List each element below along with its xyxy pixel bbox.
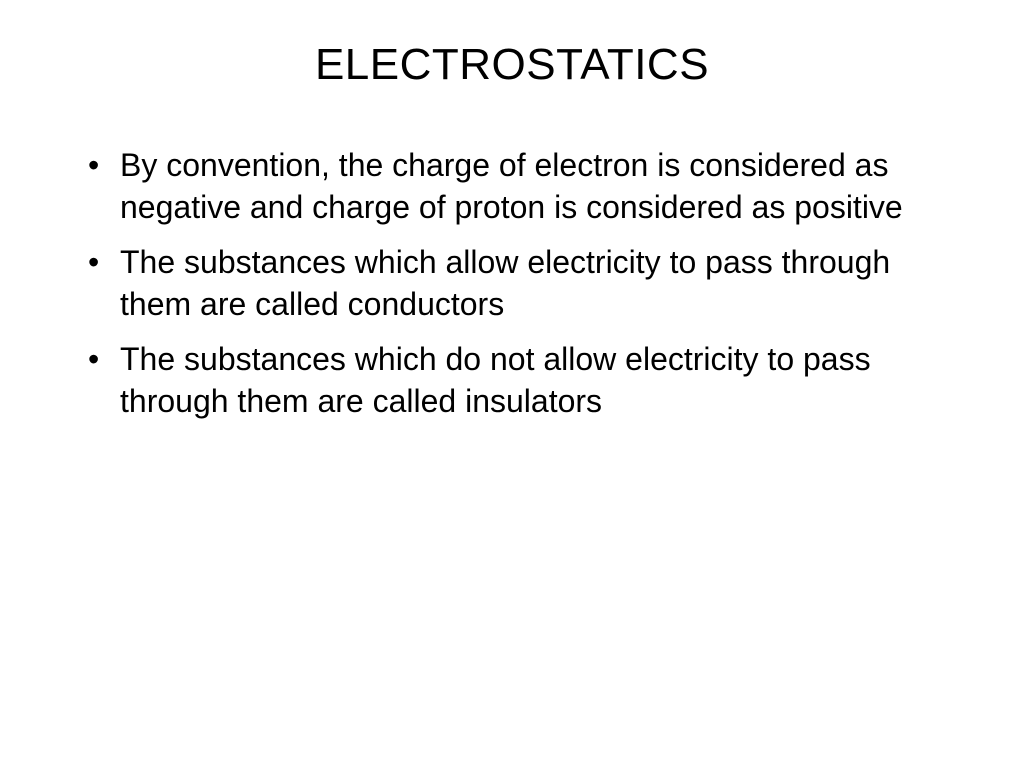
bullet-list: By convention, the charge of electron is… [80,145,944,423]
slide-title: ELECTROSTATICS [80,40,944,90]
bullet-item: The substances which allow electricity t… [80,242,944,325]
bullet-item: The substances which do not allow electr… [80,339,944,422]
bullet-item: By convention, the charge of electron is… [80,145,944,228]
